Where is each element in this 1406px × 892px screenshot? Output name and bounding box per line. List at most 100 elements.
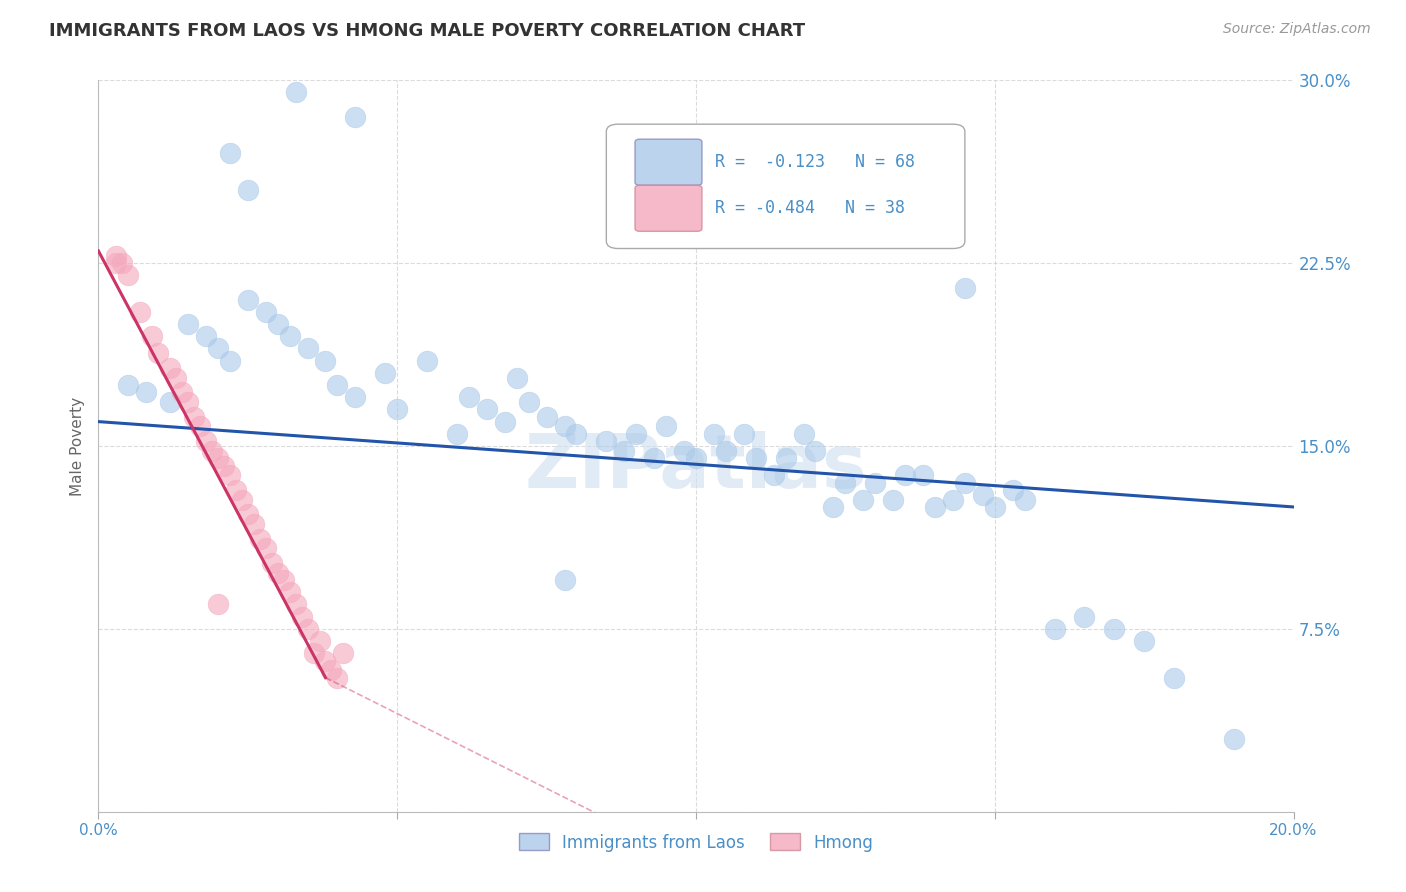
Point	[315, 654, 337, 668]
Text: ZIPatlas: ZIPatlas	[524, 432, 868, 505]
Point	[278, 329, 301, 343]
Point	[613, 443, 636, 458]
Point	[745, 451, 768, 466]
Legend: Immigrants from Laos, Hmong: Immigrants from Laos, Hmong	[512, 827, 880, 858]
Point	[278, 585, 301, 599]
Point	[148, 346, 170, 360]
Point	[297, 622, 319, 636]
Point	[135, 385, 157, 400]
Point	[733, 426, 755, 441]
Point	[236, 508, 259, 522]
Point	[284, 598, 307, 612]
Point	[219, 353, 242, 368]
Point	[159, 395, 181, 409]
Point	[865, 475, 887, 490]
Point	[344, 110, 367, 124]
Point	[326, 671, 349, 685]
Point	[972, 488, 994, 502]
Text: IMMIGRANTS FROM LAOS VS HMONG MALE POVERTY CORRELATION CHART: IMMIGRANTS FROM LAOS VS HMONG MALE POVER…	[49, 22, 806, 40]
Point	[894, 468, 917, 483]
Point	[953, 280, 976, 294]
Point	[212, 458, 235, 473]
Point	[236, 293, 259, 307]
Point	[302, 646, 325, 660]
Point	[177, 395, 200, 409]
Point	[195, 434, 218, 449]
Point	[475, 402, 498, 417]
Point	[225, 483, 247, 497]
Point	[882, 492, 904, 507]
Point	[643, 451, 665, 466]
Point	[321, 663, 343, 677]
Point	[165, 370, 187, 384]
Point	[984, 500, 1007, 514]
Point	[129, 305, 152, 319]
Point	[703, 426, 725, 441]
Point	[188, 419, 211, 434]
Point	[565, 426, 588, 441]
Point	[775, 451, 797, 466]
Point	[267, 317, 290, 331]
Point	[105, 256, 128, 270]
Point	[284, 86, 307, 100]
Point	[595, 434, 617, 449]
Point	[267, 566, 290, 580]
Point	[207, 451, 229, 466]
Point	[673, 443, 696, 458]
Point	[195, 329, 218, 343]
FancyBboxPatch shape	[606, 124, 965, 249]
Point	[852, 492, 875, 507]
Point	[554, 573, 576, 587]
Point	[117, 378, 139, 392]
Point	[793, 426, 815, 441]
Point	[912, 468, 935, 483]
Point	[201, 443, 224, 458]
FancyBboxPatch shape	[636, 186, 702, 231]
Point	[243, 516, 266, 531]
Point	[219, 146, 242, 161]
Text: R =  -0.123   N = 68: R = -0.123 N = 68	[716, 153, 915, 171]
Text: R = -0.484   N = 38: R = -0.484 N = 38	[716, 199, 905, 218]
Point	[177, 317, 200, 331]
Point	[714, 443, 737, 458]
Point	[291, 609, 314, 624]
Point	[385, 402, 409, 417]
Point	[1104, 622, 1126, 636]
Point	[297, 342, 319, 356]
Point	[1073, 609, 1095, 624]
Point	[141, 329, 163, 343]
Point	[1014, 492, 1036, 507]
Point	[834, 475, 856, 490]
Point	[374, 366, 396, 380]
Point	[953, 475, 976, 490]
Point	[804, 443, 827, 458]
Point	[326, 378, 349, 392]
Point	[344, 390, 367, 404]
Point	[924, 500, 946, 514]
Point	[172, 385, 194, 400]
Point	[249, 532, 271, 546]
Point	[942, 492, 965, 507]
Point	[517, 395, 540, 409]
Point	[554, 419, 576, 434]
Point	[332, 646, 354, 660]
Point	[458, 390, 481, 404]
Point	[260, 556, 283, 570]
Point	[1163, 671, 1185, 685]
Point	[446, 426, 468, 441]
Point	[1001, 483, 1024, 497]
Point	[111, 256, 134, 270]
Point	[159, 361, 181, 376]
Point	[254, 305, 277, 319]
Point	[105, 249, 128, 263]
Text: 20.0%: 20.0%	[1270, 822, 1317, 838]
Point	[506, 370, 529, 384]
Point	[236, 183, 259, 197]
Point	[536, 409, 558, 424]
Point	[1133, 634, 1156, 648]
Point	[1223, 731, 1246, 746]
Point	[1043, 622, 1066, 636]
Point	[315, 353, 337, 368]
Point	[416, 353, 439, 368]
Point	[207, 598, 229, 612]
